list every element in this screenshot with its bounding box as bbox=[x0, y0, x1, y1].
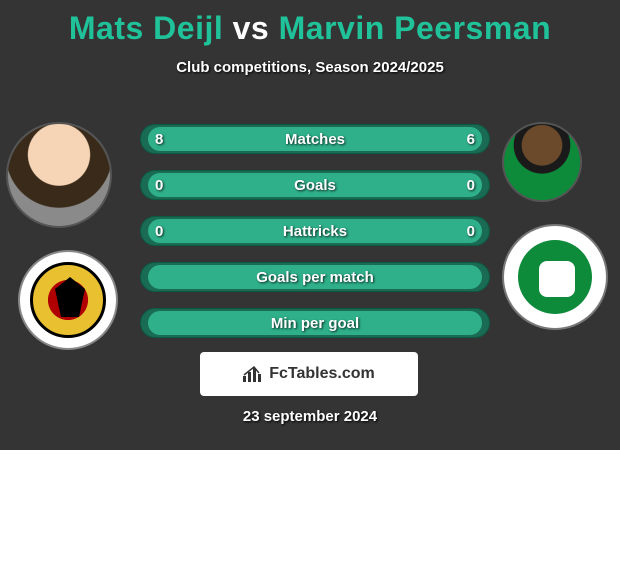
stat-row-goals: 0 Goals 0 bbox=[140, 170, 490, 200]
comparison-title: Mats Deijl vs Marvin Peersman bbox=[0, 0, 620, 47]
card-panel: Mats Deijl vs Marvin Peersman Club compe… bbox=[0, 0, 620, 450]
subtitle: Club competitions, Season 2024/2025 bbox=[0, 59, 620, 76]
player1-avatar bbox=[6, 122, 112, 228]
stat-row-matches: 8 Matches 6 bbox=[140, 124, 490, 154]
stat-value-left: 0 bbox=[155, 177, 163, 194]
stat-value-right: 0 bbox=[467, 177, 475, 194]
player1-club-crest bbox=[18, 250, 118, 350]
stat-bars: 8 Matches 6 0 Goals 0 0 Hattricks 0 Goal… bbox=[140, 124, 490, 354]
player1-name: Mats Deijl bbox=[69, 10, 223, 46]
brand-attribution[interactable]: FcTables.com bbox=[200, 352, 418, 396]
stat-value-right: 0 bbox=[467, 223, 475, 240]
stat-value-left: 0 bbox=[155, 223, 163, 240]
stat-value-left: 8 bbox=[155, 131, 163, 148]
player2-club-crest bbox=[502, 224, 608, 330]
stat-value-right: 6 bbox=[467, 131, 475, 148]
stat-label: Goals per match bbox=[256, 269, 374, 286]
bar-chart-icon bbox=[243, 366, 263, 382]
stat-label: Min per goal bbox=[271, 315, 359, 332]
vs-text: vs bbox=[233, 10, 270, 46]
stat-label: Matches bbox=[285, 131, 345, 148]
comparison-card: Mats Deijl vs Marvin Peersman Club compe… bbox=[0, 0, 620, 580]
stat-label: Hattricks bbox=[283, 223, 347, 240]
stat-row-min-per-goal: Min per goal bbox=[140, 308, 490, 338]
stat-row-hattricks: 0 Hattricks 0 bbox=[140, 216, 490, 246]
brand-text: FcTables.com bbox=[269, 365, 375, 383]
player2-avatar bbox=[502, 122, 582, 202]
stat-label: Goals bbox=[294, 177, 336, 194]
player2-name: Marvin Peersman bbox=[279, 10, 552, 46]
stat-row-goals-per-match: Goals per match bbox=[140, 262, 490, 292]
date-text: 23 september 2024 bbox=[0, 408, 620, 425]
